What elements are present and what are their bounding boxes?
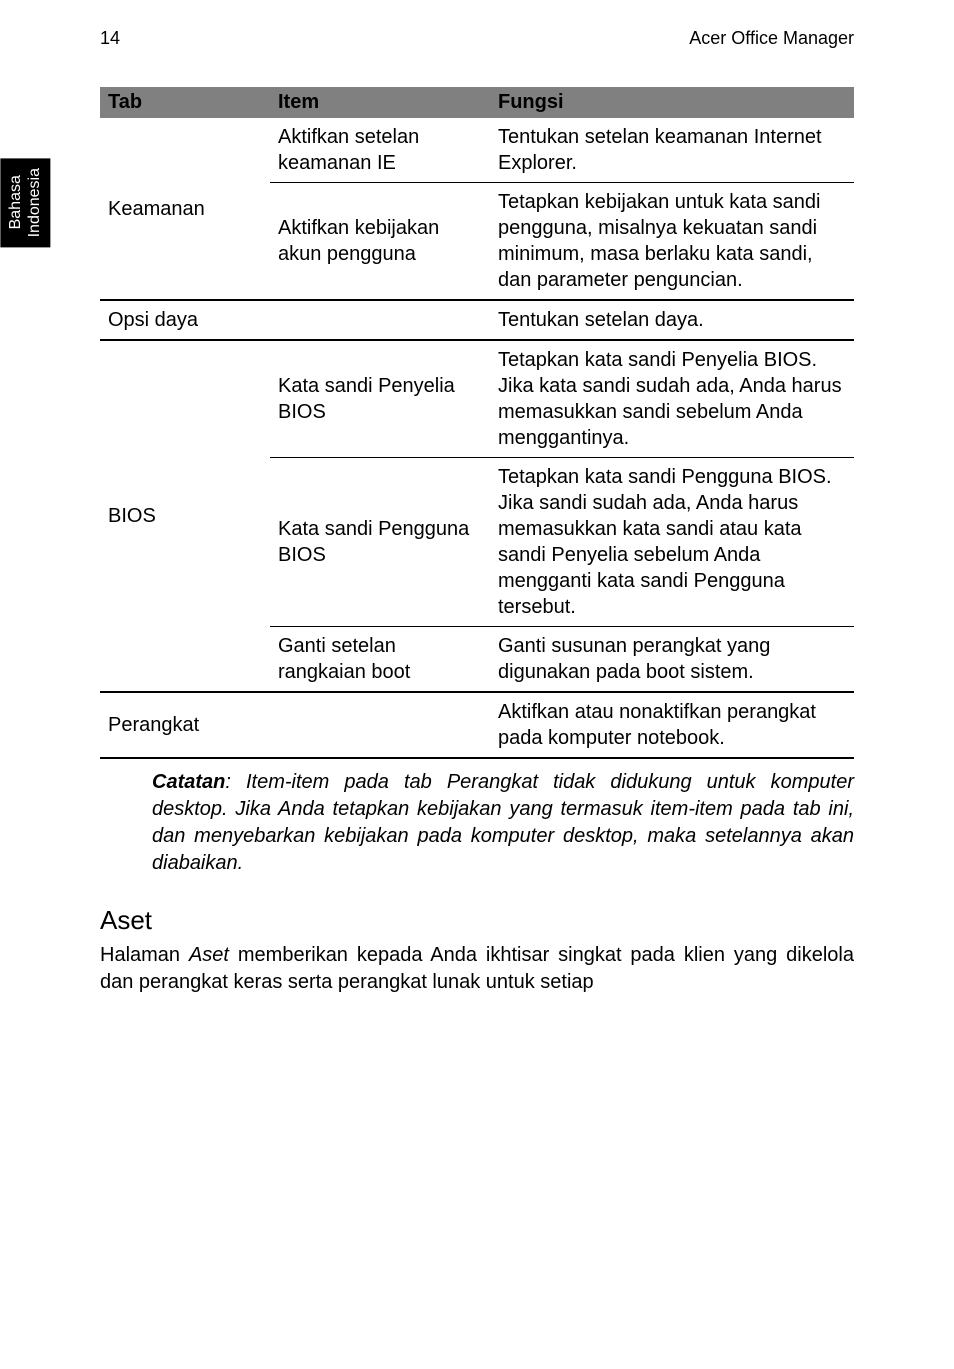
cell-item: Aktifkan setelan keamanan IE [270,118,490,183]
side-tab-line1: Bahasa [7,176,24,230]
table-row: Opsi daya Tentukan setelan daya. [100,300,854,340]
cell-tab: Keamanan [100,118,270,300]
cell-item: Kata sandi Penyelia BIOS [270,340,490,458]
body-pre: Halaman [100,944,189,966]
section-heading-aset: Aset [100,905,854,936]
doc-title: Acer Office Manager [689,28,854,49]
table-row: BIOS Kata sandi Penyelia BIOS Tetapkan k… [100,340,854,458]
cell-item [270,692,490,758]
th-tab: Tab [100,87,270,118]
cell-fungsi: Tetapkan kata sandi Penyelia BIOS. Jika … [490,340,854,458]
cell-fungsi: Tetapkan kata sandi Pengguna BIOS. Jika … [490,458,854,627]
cell-fungsi: Aktifkan atau nonaktifkan perangkat pada… [490,692,854,758]
note-text: : Item-item pada tab Perangkat tidak did… [152,771,854,874]
cell-item: Kata sandi Pengguna BIOS [270,458,490,627]
settings-table: Tab Item Fungsi Keamanan Aktifkan setela… [100,87,854,759]
table-row: Perangkat Aktifkan atau nonaktifkan pera… [100,692,854,758]
cell-fungsi: Ganti susunan perangkat yang digunakan p… [490,627,854,693]
section-body: Halaman Aset memberikan kepada Anda ikht… [100,942,854,996]
table-row: Keamanan Aktifkan setelan keamanan IE Te… [100,118,854,183]
th-item: Item [270,87,490,118]
cell-tab: BIOS [100,340,270,692]
table-header-row: Tab Item Fungsi [100,87,854,118]
cell-item: Aktifkan kebijakan akun pengguna [270,183,490,301]
cell-fungsi: Tentukan setelan keamanan Internet Explo… [490,118,854,183]
note-label: Catatan [152,771,225,793]
cell-item [270,300,490,340]
cell-fungsi: Tentukan setelan daya. [490,300,854,340]
page-number: 14 [100,28,120,49]
cell-fungsi: Tetapkan kebijakan untuk kata sandi peng… [490,183,854,301]
cell-tab: Perangkat [100,692,270,758]
cell-tab: Opsi daya [100,300,270,340]
note-paragraph: Catatan: Item-item pada tab Perangkat ti… [100,769,854,877]
body-ital: Aset [189,944,229,966]
language-side-tab: Bahasa Indonesia [0,158,50,247]
cell-item: Ganti setelan rangkaian boot [270,627,490,693]
th-fungsi: Fungsi [490,87,854,118]
side-tab-line2: Indonesia [26,168,43,237]
